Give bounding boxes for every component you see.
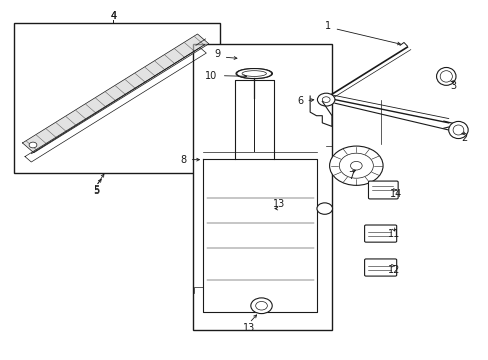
Ellipse shape: [436, 67, 455, 85]
Text: 5: 5: [93, 186, 99, 196]
Text: 6: 6: [297, 96, 303, 106]
Circle shape: [250, 298, 272, 314]
Text: 11: 11: [387, 229, 400, 239]
Text: 7: 7: [347, 171, 354, 181]
Bar: [193, 44, 331, 330]
Circle shape: [329, 146, 382, 185]
Circle shape: [255, 301, 267, 310]
Text: 2: 2: [460, 133, 467, 143]
Bar: [14, 23, 220, 173]
Text: 5: 5: [93, 185, 99, 195]
Text: 9: 9: [214, 49, 221, 59]
Ellipse shape: [448, 121, 467, 139]
Circle shape: [316, 203, 332, 214]
Circle shape: [350, 161, 362, 170]
Ellipse shape: [242, 71, 266, 76]
Circle shape: [317, 93, 334, 106]
Ellipse shape: [452, 125, 463, 135]
Text: 4: 4: [110, 11, 116, 21]
Text: 3: 3: [449, 81, 456, 91]
Ellipse shape: [236, 68, 272, 78]
Circle shape: [339, 153, 372, 178]
Text: 10: 10: [205, 71, 217, 81]
Text: 14: 14: [389, 189, 402, 199]
Text: 1: 1: [325, 21, 330, 31]
Circle shape: [322, 97, 329, 103]
FancyBboxPatch shape: [364, 259, 396, 276]
FancyBboxPatch shape: [364, 225, 396, 242]
FancyBboxPatch shape: [368, 181, 397, 199]
Text: 13: 13: [243, 323, 255, 333]
Text: 8: 8: [180, 155, 186, 165]
Ellipse shape: [236, 68, 271, 78]
Polygon shape: [22, 34, 208, 153]
Ellipse shape: [439, 71, 451, 82]
Circle shape: [29, 142, 37, 148]
Text: 13: 13: [273, 199, 285, 209]
Text: 4: 4: [110, 11, 116, 21]
Text: 12: 12: [387, 265, 400, 275]
